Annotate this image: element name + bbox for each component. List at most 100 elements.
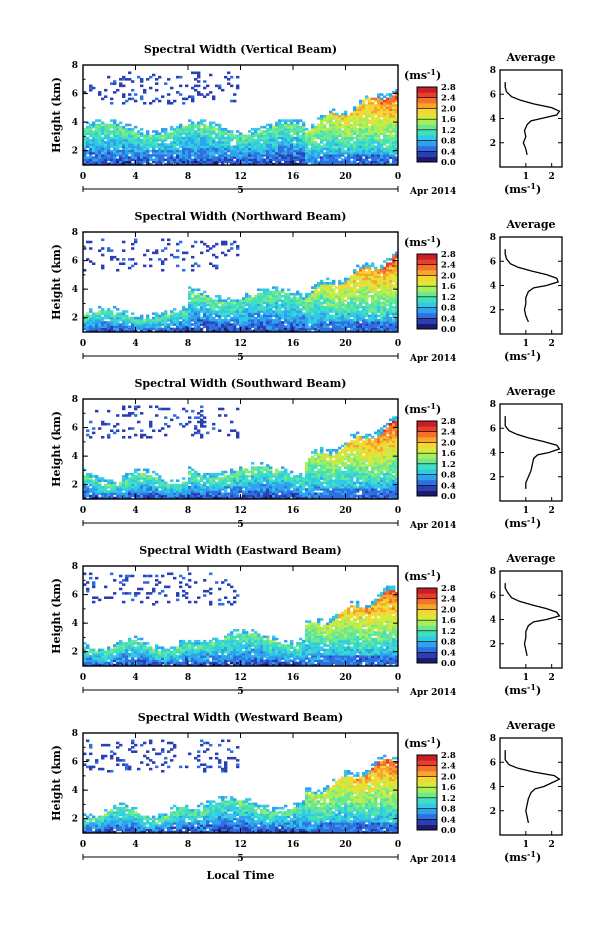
heatmap-cell bbox=[386, 279, 390, 283]
heatmap-cell bbox=[206, 84, 210, 88]
heatmap-cell bbox=[395, 301, 399, 305]
heatmap-cell bbox=[395, 321, 399, 324]
heatmap-cell bbox=[365, 156, 369, 159]
heatmap-cell bbox=[107, 490, 111, 493]
heatmap-cell bbox=[320, 301, 324, 305]
heatmap-cell bbox=[317, 310, 321, 313]
heatmap-cell bbox=[257, 154, 261, 157]
heatmap-cell bbox=[311, 308, 315, 311]
heatmap-cell bbox=[209, 130, 213, 133]
heatmap-cell bbox=[314, 303, 318, 307]
heatmap-cell bbox=[230, 490, 234, 493]
heatmap-cell bbox=[392, 130, 396, 133]
heatmap-cell bbox=[179, 488, 183, 491]
heatmap-cell bbox=[179, 162, 183, 166]
heatmap-cell bbox=[302, 318, 306, 322]
heatmap-cell bbox=[371, 106, 375, 109]
heatmap-cell bbox=[371, 321, 375, 324]
heatmap-cell bbox=[299, 136, 303, 140]
heatmap-cell bbox=[224, 483, 228, 487]
heatmap-cell bbox=[368, 101, 372, 105]
heatmap-cell bbox=[185, 156, 189, 159]
heatmap-cell bbox=[281, 147, 285, 151]
heatmap-cell bbox=[323, 323, 327, 326]
colorbar-swatch bbox=[417, 156, 437, 163]
heatmap-cell bbox=[143, 329, 147, 333]
heatmap-cell bbox=[305, 295, 309, 298]
heatmap-cell bbox=[188, 136, 192, 140]
heatmap-cell bbox=[188, 141, 192, 144]
heatmap-cell bbox=[197, 151, 201, 155]
heatmap-cell bbox=[359, 318, 363, 322]
heatmap-cell bbox=[260, 325, 264, 329]
heatmap-cell bbox=[152, 477, 156, 480]
heatmap-cell bbox=[290, 305, 294, 309]
heatmap-cell bbox=[389, 99, 393, 103]
heatmap-cell bbox=[212, 299, 216, 302]
heatmap-cell bbox=[146, 149, 150, 153]
heatmap-cell bbox=[95, 318, 99, 322]
heatmap-cell bbox=[368, 156, 372, 159]
heatmap-cell bbox=[209, 145, 213, 148]
heatmap-cell bbox=[122, 496, 126, 500]
heatmap-cell bbox=[314, 125, 318, 129]
heatmap-cell bbox=[254, 308, 258, 311]
heatmap-cell bbox=[338, 321, 342, 324]
heatmap-cell bbox=[254, 132, 258, 135]
heatmap-cell bbox=[134, 481, 138, 485]
heatmap-cell bbox=[95, 316, 99, 320]
heatmap-cell bbox=[263, 312, 267, 315]
heatmap-cell bbox=[191, 123, 195, 127]
heatmap-cell bbox=[347, 128, 351, 131]
heatmap-cell bbox=[122, 84, 126, 88]
heatmap-cell bbox=[203, 492, 207, 496]
heatmap-cell bbox=[131, 472, 135, 476]
heatmap-cell bbox=[254, 479, 258, 482]
heatmap-cell bbox=[155, 312, 159, 315]
heatmap-cell bbox=[272, 143, 276, 146]
heatmap-cell bbox=[287, 321, 291, 324]
heatmap-cell bbox=[209, 121, 213, 125]
heatmap-cell bbox=[266, 314, 270, 318]
colorbar-tick-label: 2.0 bbox=[441, 104, 456, 114]
heatmap-cell bbox=[131, 258, 135, 261]
heatmap-cell bbox=[89, 86, 93, 90]
heatmap-cell bbox=[236, 75, 240, 79]
heatmap-cell bbox=[332, 149, 336, 153]
heatmap-cell bbox=[305, 149, 309, 153]
heatmap-cell bbox=[128, 485, 132, 489]
heatmap-cell bbox=[113, 327, 117, 331]
heatmap-cell bbox=[143, 253, 147, 257]
heatmap-cell bbox=[278, 318, 282, 322]
heatmap-cell bbox=[257, 143, 261, 146]
heatmap-cell bbox=[206, 301, 210, 305]
heatmap-cell bbox=[257, 327, 261, 331]
heatmap-cell bbox=[389, 284, 393, 287]
heatmap-cell bbox=[257, 308, 261, 311]
profile-x-label: (ms-1) bbox=[504, 181, 541, 196]
heatmap-cell bbox=[269, 303, 273, 307]
heatmap-cell bbox=[365, 132, 369, 135]
heatmap-cell bbox=[176, 154, 180, 157]
heatmap-cell bbox=[173, 141, 177, 144]
heatmap-cell bbox=[317, 312, 321, 315]
heatmap-cell bbox=[287, 303, 291, 307]
heatmap-cell bbox=[122, 327, 126, 331]
heatmap-cell bbox=[362, 104, 366, 107]
heatmap-cell bbox=[128, 321, 132, 324]
colorbar-tick-label: 0.4 bbox=[441, 147, 456, 157]
heatmap-cell bbox=[332, 117, 336, 120]
heatmap-cell bbox=[203, 299, 207, 302]
heatmap-cell bbox=[206, 138, 210, 142]
heatmap-cell bbox=[206, 494, 210, 498]
heatmap-cell bbox=[341, 138, 345, 142]
heatmap-cell bbox=[176, 490, 180, 493]
heatmap-cell bbox=[98, 154, 102, 157]
heatmap-cell bbox=[233, 312, 237, 315]
heatmap-cell bbox=[254, 323, 258, 326]
heatmap-cell bbox=[221, 156, 225, 159]
heatmap-cell bbox=[113, 145, 117, 148]
heatmap-cell bbox=[173, 312, 177, 315]
heatmap-cell bbox=[344, 149, 348, 153]
heatmap-cell bbox=[83, 321, 87, 324]
